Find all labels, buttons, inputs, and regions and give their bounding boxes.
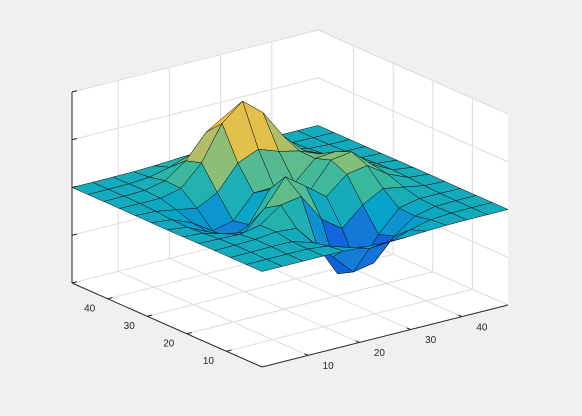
x-tick-label: 10 [323, 361, 335, 372]
x-tick-mark [406, 327, 411, 330]
y-grid-line [226, 288, 473, 352]
y-grid-line [186, 271, 433, 335]
y-tick-mark [186, 332, 192, 335]
y-tick-mark [226, 349, 232, 352]
y-tick-mark [107, 297, 113, 300]
y-tick-label: 20 [163, 338, 175, 349]
x-tick-label: 30 [425, 335, 437, 346]
z-tick-mark [71, 233, 78, 236]
x-tick-mark [304, 353, 309, 356]
y-axis-line [71, 282, 263, 368]
z-tick-mark [71, 90, 78, 93]
z-tick-mark [71, 281, 78, 284]
z-grid-line [71, 29, 319, 93]
y-tick-mark [147, 314, 153, 317]
z-tick-mark [71, 185, 78, 188]
y-tick-label: 40 [84, 303, 96, 314]
x-grid-line [169, 258, 360, 343]
x-tick-label: 20 [374, 348, 386, 359]
z-grid-line [317, 77, 509, 163]
z-grid-line [71, 77, 319, 141]
x-axis-line [261, 304, 509, 368]
x-tick-mark [355, 340, 360, 343]
x-grid-line [117, 270, 309, 356]
y-tick-label: 30 [124, 321, 136, 332]
z-tick-mark [71, 138, 78, 141]
surface-patch [245, 259, 283, 272]
x-tick-mark [457, 314, 463, 318]
y-tick-label: 10 [203, 356, 215, 367]
z-grid-line [317, 29, 509, 115]
x-tick-label: 40 [476, 322, 488, 333]
